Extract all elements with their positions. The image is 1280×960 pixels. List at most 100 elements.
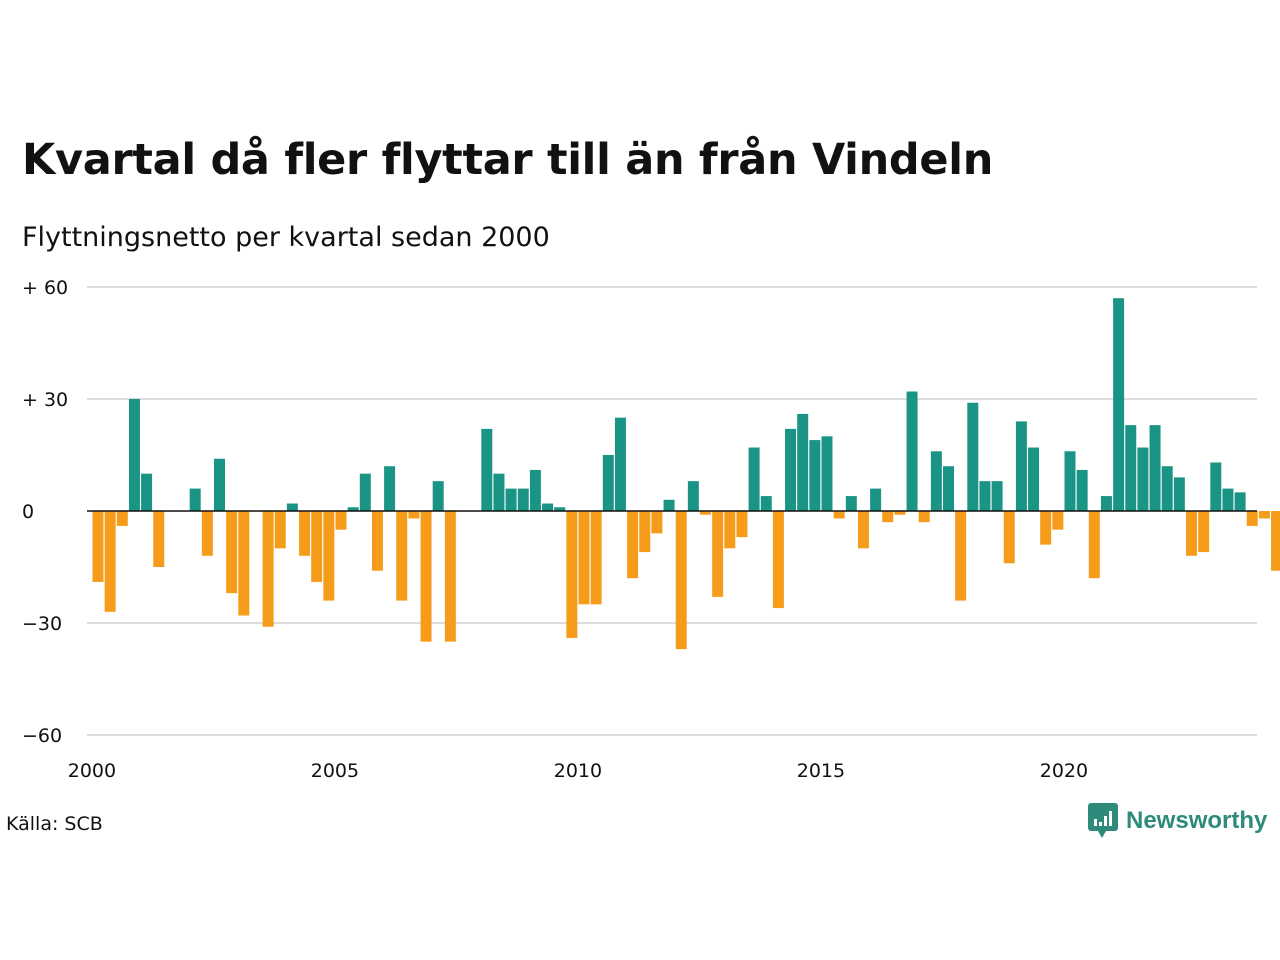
bar xyxy=(226,511,238,594)
bar xyxy=(821,436,833,511)
bar xyxy=(554,507,566,511)
bar xyxy=(566,511,578,638)
bar xyxy=(1271,511,1280,571)
bar xyxy=(1246,511,1258,526)
brand-name: Newsworthy xyxy=(1126,807,1268,834)
bar xyxy=(481,428,493,511)
bar xyxy=(882,511,894,523)
bar xyxy=(189,488,201,511)
bar xyxy=(943,466,954,511)
bar xyxy=(1064,451,1076,511)
brand-logo: Newsworthy xyxy=(1088,803,1267,839)
bar xyxy=(651,511,663,534)
y-tick-label: + 30 xyxy=(22,389,68,411)
bar xyxy=(371,511,383,571)
bar xyxy=(797,413,809,511)
bar xyxy=(602,455,614,511)
bar xyxy=(712,511,724,597)
y-tick-label: −60 xyxy=(22,725,62,747)
bar xyxy=(493,473,505,511)
bar xyxy=(104,511,116,612)
x-tick-label: 2000 xyxy=(68,760,116,782)
gridlines xyxy=(87,286,1257,736)
y-tick-label: 0 xyxy=(22,501,34,523)
bar xyxy=(1015,421,1027,511)
bar xyxy=(274,511,286,549)
x-tick-label: 2020 xyxy=(1040,760,1088,782)
bars xyxy=(92,298,1280,650)
bar xyxy=(724,511,736,549)
bar xyxy=(128,399,140,511)
bar xyxy=(1076,469,1088,511)
bar xyxy=(1003,511,1015,564)
x-tick-label: 2005 xyxy=(311,760,359,782)
bar xyxy=(1186,511,1197,556)
bar xyxy=(760,496,772,511)
bar xyxy=(396,511,408,601)
bar xyxy=(870,488,882,511)
bar xyxy=(736,511,748,538)
bar xyxy=(627,511,639,579)
bar xyxy=(1210,462,1222,511)
bar xyxy=(1173,477,1185,511)
bar xyxy=(1198,511,1210,553)
bar-chart: −60 −30 0 + 30 + 60 2000 2005 2010 2015 2020 xyxy=(22,277,1280,782)
bar xyxy=(833,511,845,519)
bar xyxy=(517,488,529,511)
bar xyxy=(845,496,857,511)
bar xyxy=(505,488,517,511)
bar xyxy=(785,428,797,511)
bar xyxy=(1137,447,1149,511)
x-axis-ticks: 2000 2005 2010 2015 2020 xyxy=(68,760,1088,782)
bar xyxy=(1258,511,1270,519)
bar xyxy=(262,511,274,627)
bar xyxy=(238,511,250,616)
bar xyxy=(384,466,396,511)
bar xyxy=(1125,425,1137,511)
bar xyxy=(1234,492,1246,511)
bar xyxy=(214,458,225,511)
bar xyxy=(614,417,626,511)
x-tick-label: 2010 xyxy=(554,760,602,782)
bar xyxy=(153,511,165,567)
bar xyxy=(857,511,869,549)
bar xyxy=(1113,298,1125,511)
bar xyxy=(444,511,456,642)
bar xyxy=(1040,511,1052,545)
bar xyxy=(991,481,1003,511)
bar xyxy=(529,469,541,511)
bar xyxy=(590,511,602,605)
bar xyxy=(894,511,906,515)
bar xyxy=(542,503,554,511)
bar xyxy=(687,481,699,511)
chart-title: Kvartal då fler flyttar till än från Vin… xyxy=(22,135,994,185)
bar xyxy=(663,499,675,511)
bar xyxy=(906,391,918,511)
bar xyxy=(1028,447,1040,511)
bar xyxy=(299,511,311,556)
source-note: Källa: SCB xyxy=(6,813,103,835)
bar xyxy=(967,402,979,511)
bar xyxy=(639,511,651,553)
bar xyxy=(955,511,967,601)
bar xyxy=(311,511,323,582)
bar xyxy=(748,447,760,511)
bar xyxy=(323,511,335,601)
y-tick-label: + 60 xyxy=(22,277,68,299)
bar xyxy=(700,511,711,515)
bar xyxy=(335,511,347,530)
bar xyxy=(408,511,420,519)
bar xyxy=(201,511,213,556)
bar xyxy=(1088,511,1100,579)
x-tick-label: 2015 xyxy=(797,760,845,782)
bar xyxy=(930,451,942,511)
bar xyxy=(578,511,590,605)
bar xyxy=(347,507,359,511)
bar xyxy=(675,511,687,650)
chart-subtitle: Flyttningsnetto per kvartal sedan 2000 xyxy=(22,222,550,253)
newsworthy-logo-icon xyxy=(1088,803,1118,838)
bar xyxy=(116,511,128,526)
bar xyxy=(1052,511,1064,530)
bar xyxy=(1161,466,1173,511)
bar xyxy=(359,473,371,511)
